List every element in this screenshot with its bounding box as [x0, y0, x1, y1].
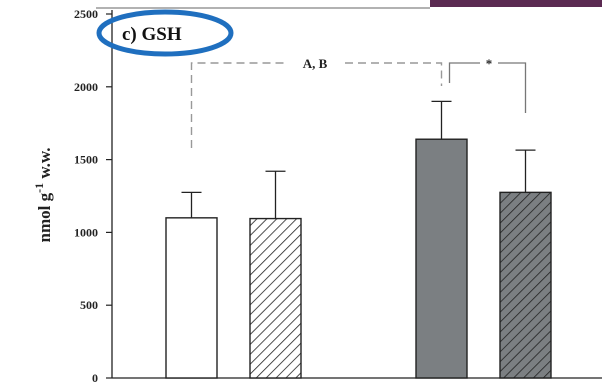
bar-2: [249, 217, 302, 379]
bars: [165, 100, 552, 379]
bracket-star-right: [498, 62, 527, 113]
bracket-star-left: [448, 62, 480, 83]
panel-title: c) GSH: [122, 24, 182, 45]
significance-annotations: A, B *: [190, 56, 527, 148]
y-tick-label: 0: [92, 371, 98, 385]
bracket-ab-left: [190, 62, 285, 148]
y-tick-label: 500: [80, 298, 98, 312]
y-axis-label: nmol g-1 w.w.: [32, 147, 54, 242]
y-tick-label: 2500: [74, 7, 98, 21]
bracket-ab-right: [345, 62, 443, 86]
y-tick-label: 1000: [74, 225, 98, 239]
bar-4: [499, 191, 552, 379]
bar-3: [415, 138, 468, 379]
y-tick-label: 2000: [74, 80, 98, 94]
bar-1: [165, 217, 218, 379]
sig-label-ab: A, B: [303, 56, 328, 71]
y-tick-label: 1500: [74, 153, 98, 167]
sig-label-star: *: [486, 56, 493, 71]
corner-band: [430, 0, 602, 7]
title-highlight-ellipse: [96, 9, 234, 57]
